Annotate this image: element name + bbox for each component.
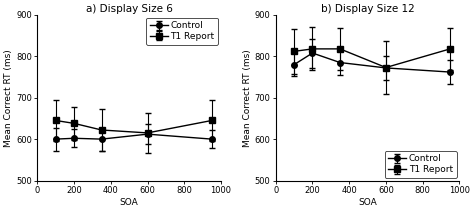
Legend: Control, T1 Report: Control, T1 Report xyxy=(384,151,456,178)
Title: a) Display Size 6: a) Display Size 6 xyxy=(86,4,173,14)
Y-axis label: Mean Correct RT (ms): Mean Correct RT (ms) xyxy=(243,49,252,147)
Title: b) Display Size 12: b) Display Size 12 xyxy=(321,4,414,14)
X-axis label: SOA: SOA xyxy=(120,198,138,207)
Y-axis label: Mean Correct RT (ms): Mean Correct RT (ms) xyxy=(4,49,13,147)
Legend: Control, T1 Report: Control, T1 Report xyxy=(146,18,218,45)
X-axis label: SOA: SOA xyxy=(358,198,377,207)
